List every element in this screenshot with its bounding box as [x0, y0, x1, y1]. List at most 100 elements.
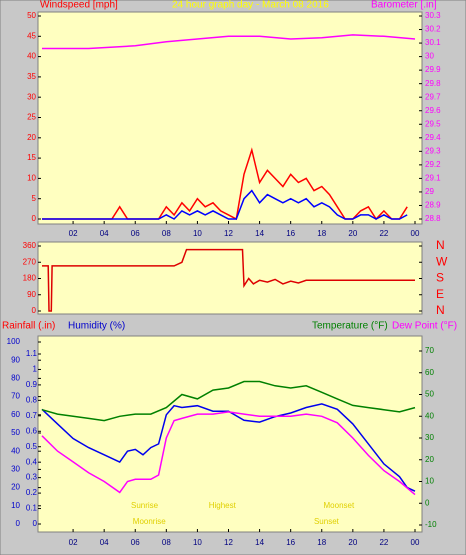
- y-tick-label: N: [436, 303, 445, 317]
- y-tick-label: 10: [11, 501, 20, 510]
- y-tick-label: 35: [27, 72, 36, 81]
- y-tick-label: 0: [32, 214, 37, 223]
- series-line: [41, 411, 416, 496]
- x-tick-label: 20: [348, 229, 357, 238]
- x-tick-label: 14: [255, 538, 264, 547]
- x-tick-label: 12: [224, 229, 233, 238]
- y-tick-label: E: [436, 287, 444, 301]
- y-tick-label: 0.3: [26, 473, 38, 482]
- annotation: Moonrise: [133, 517, 166, 526]
- y-tick-label: 29.2: [425, 160, 441, 169]
- y-tick-label: 30: [425, 433, 434, 442]
- y-tick-label: 29.3: [425, 146, 441, 155]
- y-tick-label: 60: [425, 368, 434, 377]
- y-tick-label: 10: [425, 477, 434, 486]
- y-tick-label: 0.5: [26, 442, 38, 451]
- x-tick-label: 14: [255, 229, 264, 238]
- y-tick-label: 0.1: [26, 504, 38, 513]
- y-tick-label: 45: [27, 31, 36, 40]
- y-tick-label: 40: [27, 52, 36, 61]
- y-tick-label: 70: [11, 392, 20, 401]
- annotation: Moonset: [324, 501, 355, 510]
- y-tick-label: 90: [27, 290, 36, 299]
- y-tick-label: 360: [23, 241, 37, 250]
- x-tick-label: 02: [69, 538, 78, 547]
- y-tick-label: 30: [11, 465, 20, 474]
- x-tick-label: 22: [379, 538, 388, 547]
- annotation: Highest: [209, 501, 237, 510]
- y-tick-label: 60: [11, 410, 20, 419]
- series-line: [41, 380, 416, 422]
- series-line: [42, 189, 408, 220]
- x-tick-label: 10: [193, 229, 202, 238]
- series-line: [42, 34, 416, 50]
- y-tick-label: 29: [425, 187, 434, 196]
- y-tick-label: 30.2: [425, 25, 441, 34]
- windspeed-label: Windspeed [mph]: [40, 0, 118, 11]
- temperature-label: Temperature (°F): [312, 321, 388, 332]
- y-tick-label: 0: [16, 519, 21, 528]
- y-tick-label: 30.3: [425, 11, 441, 20]
- y-tick-label: 29.7: [425, 92, 441, 101]
- y-tick-label: 20: [27, 133, 36, 142]
- y-tick-label: 28.8: [425, 214, 441, 223]
- x-tick-label: 12: [224, 538, 233, 547]
- x-tick-label: 04: [100, 229, 109, 238]
- y-tick-label: 270: [23, 257, 37, 266]
- y-tick-label: 20: [425, 455, 434, 464]
- x-tick-label: 18: [317, 538, 326, 547]
- y-tick-label: 10: [27, 174, 36, 183]
- y-tick-label: 0: [32, 306, 37, 315]
- y-tick-label: 0.2: [26, 488, 38, 497]
- y-tick-label: 30.1: [425, 38, 441, 47]
- y-tick-label: 30: [425, 52, 434, 61]
- x-tick-label: 22: [379, 229, 388, 238]
- dewpoint-label: Dew Point (°F): [392, 321, 457, 332]
- x-tick-label: 00: [411, 229, 420, 238]
- plot-area: [37, 335, 423, 533]
- x-tick-label: 16: [286, 229, 295, 238]
- humidity-label: Humidity (%): [68, 321, 125, 332]
- y-tick-label: -10: [425, 520, 437, 529]
- y-tick-label: 40: [425, 411, 434, 420]
- y-tick-label: 29.5: [425, 119, 441, 128]
- x-tick-label: 06: [131, 229, 140, 238]
- y-tick-label: 29.4: [425, 133, 441, 142]
- y-tick-label: 50: [27, 11, 36, 20]
- barometer-label: Barometer [.in]: [371, 0, 437, 11]
- y-tick-label: 0.7: [26, 411, 38, 420]
- series-line: [41, 403, 416, 492]
- y-tick-label: 29.1: [425, 174, 441, 183]
- y-tick-label: 50: [425, 390, 434, 399]
- y-tick-label: 70: [425, 346, 434, 355]
- y-tick-label: 0.4: [26, 457, 38, 466]
- y-tick-label: 29.9: [425, 65, 441, 74]
- y-tick-label: 20: [11, 483, 20, 492]
- annotation: Sunset: [314, 517, 340, 526]
- y-tick-label: 15: [27, 153, 36, 162]
- x-tick-label: 08: [162, 538, 171, 547]
- x-tick-label: 16: [286, 538, 295, 547]
- y-tick-label: 29.8: [425, 79, 441, 88]
- y-tick-label: N: [436, 238, 445, 252]
- x-tick-label: 18: [317, 229, 326, 238]
- series-line: [42, 248, 415, 312]
- y-tick-label: 30: [27, 92, 36, 101]
- y-tick-label: 5: [32, 194, 37, 203]
- y-tick-label: 40: [11, 446, 20, 455]
- y-tick-label: 28.9: [425, 201, 441, 210]
- y-tick-label: 100: [7, 337, 21, 346]
- y-tick-label: 1.1: [26, 349, 38, 358]
- y-tick-label: 0.9: [26, 380, 38, 389]
- y-tick-label: W: [436, 254, 448, 268]
- y-tick-label: 80: [11, 374, 20, 383]
- y-tick-label: 29.6: [425, 106, 441, 115]
- plot-area: [37, 11, 423, 225]
- y-tick-label: 0.8: [26, 395, 38, 404]
- y-tick-label: S: [436, 271, 444, 285]
- x-tick-label: 06: [131, 538, 140, 547]
- y-tick-label: 180: [23, 274, 37, 283]
- x-tick-label: 02: [69, 229, 78, 238]
- x-tick-label: 00: [411, 538, 420, 547]
